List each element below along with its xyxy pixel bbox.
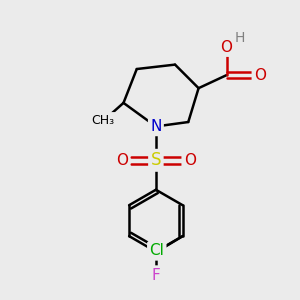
Text: O: O — [184, 153, 196, 168]
Text: N: N — [150, 119, 162, 134]
Text: H: H — [235, 31, 245, 45]
Text: O: O — [220, 40, 232, 55]
Text: CH₃: CH₃ — [91, 114, 114, 127]
Text: Cl: Cl — [149, 243, 164, 258]
Text: O: O — [254, 68, 266, 82]
Text: F: F — [152, 268, 160, 283]
Text: S: S — [151, 151, 161, 169]
Text: O: O — [116, 153, 128, 168]
